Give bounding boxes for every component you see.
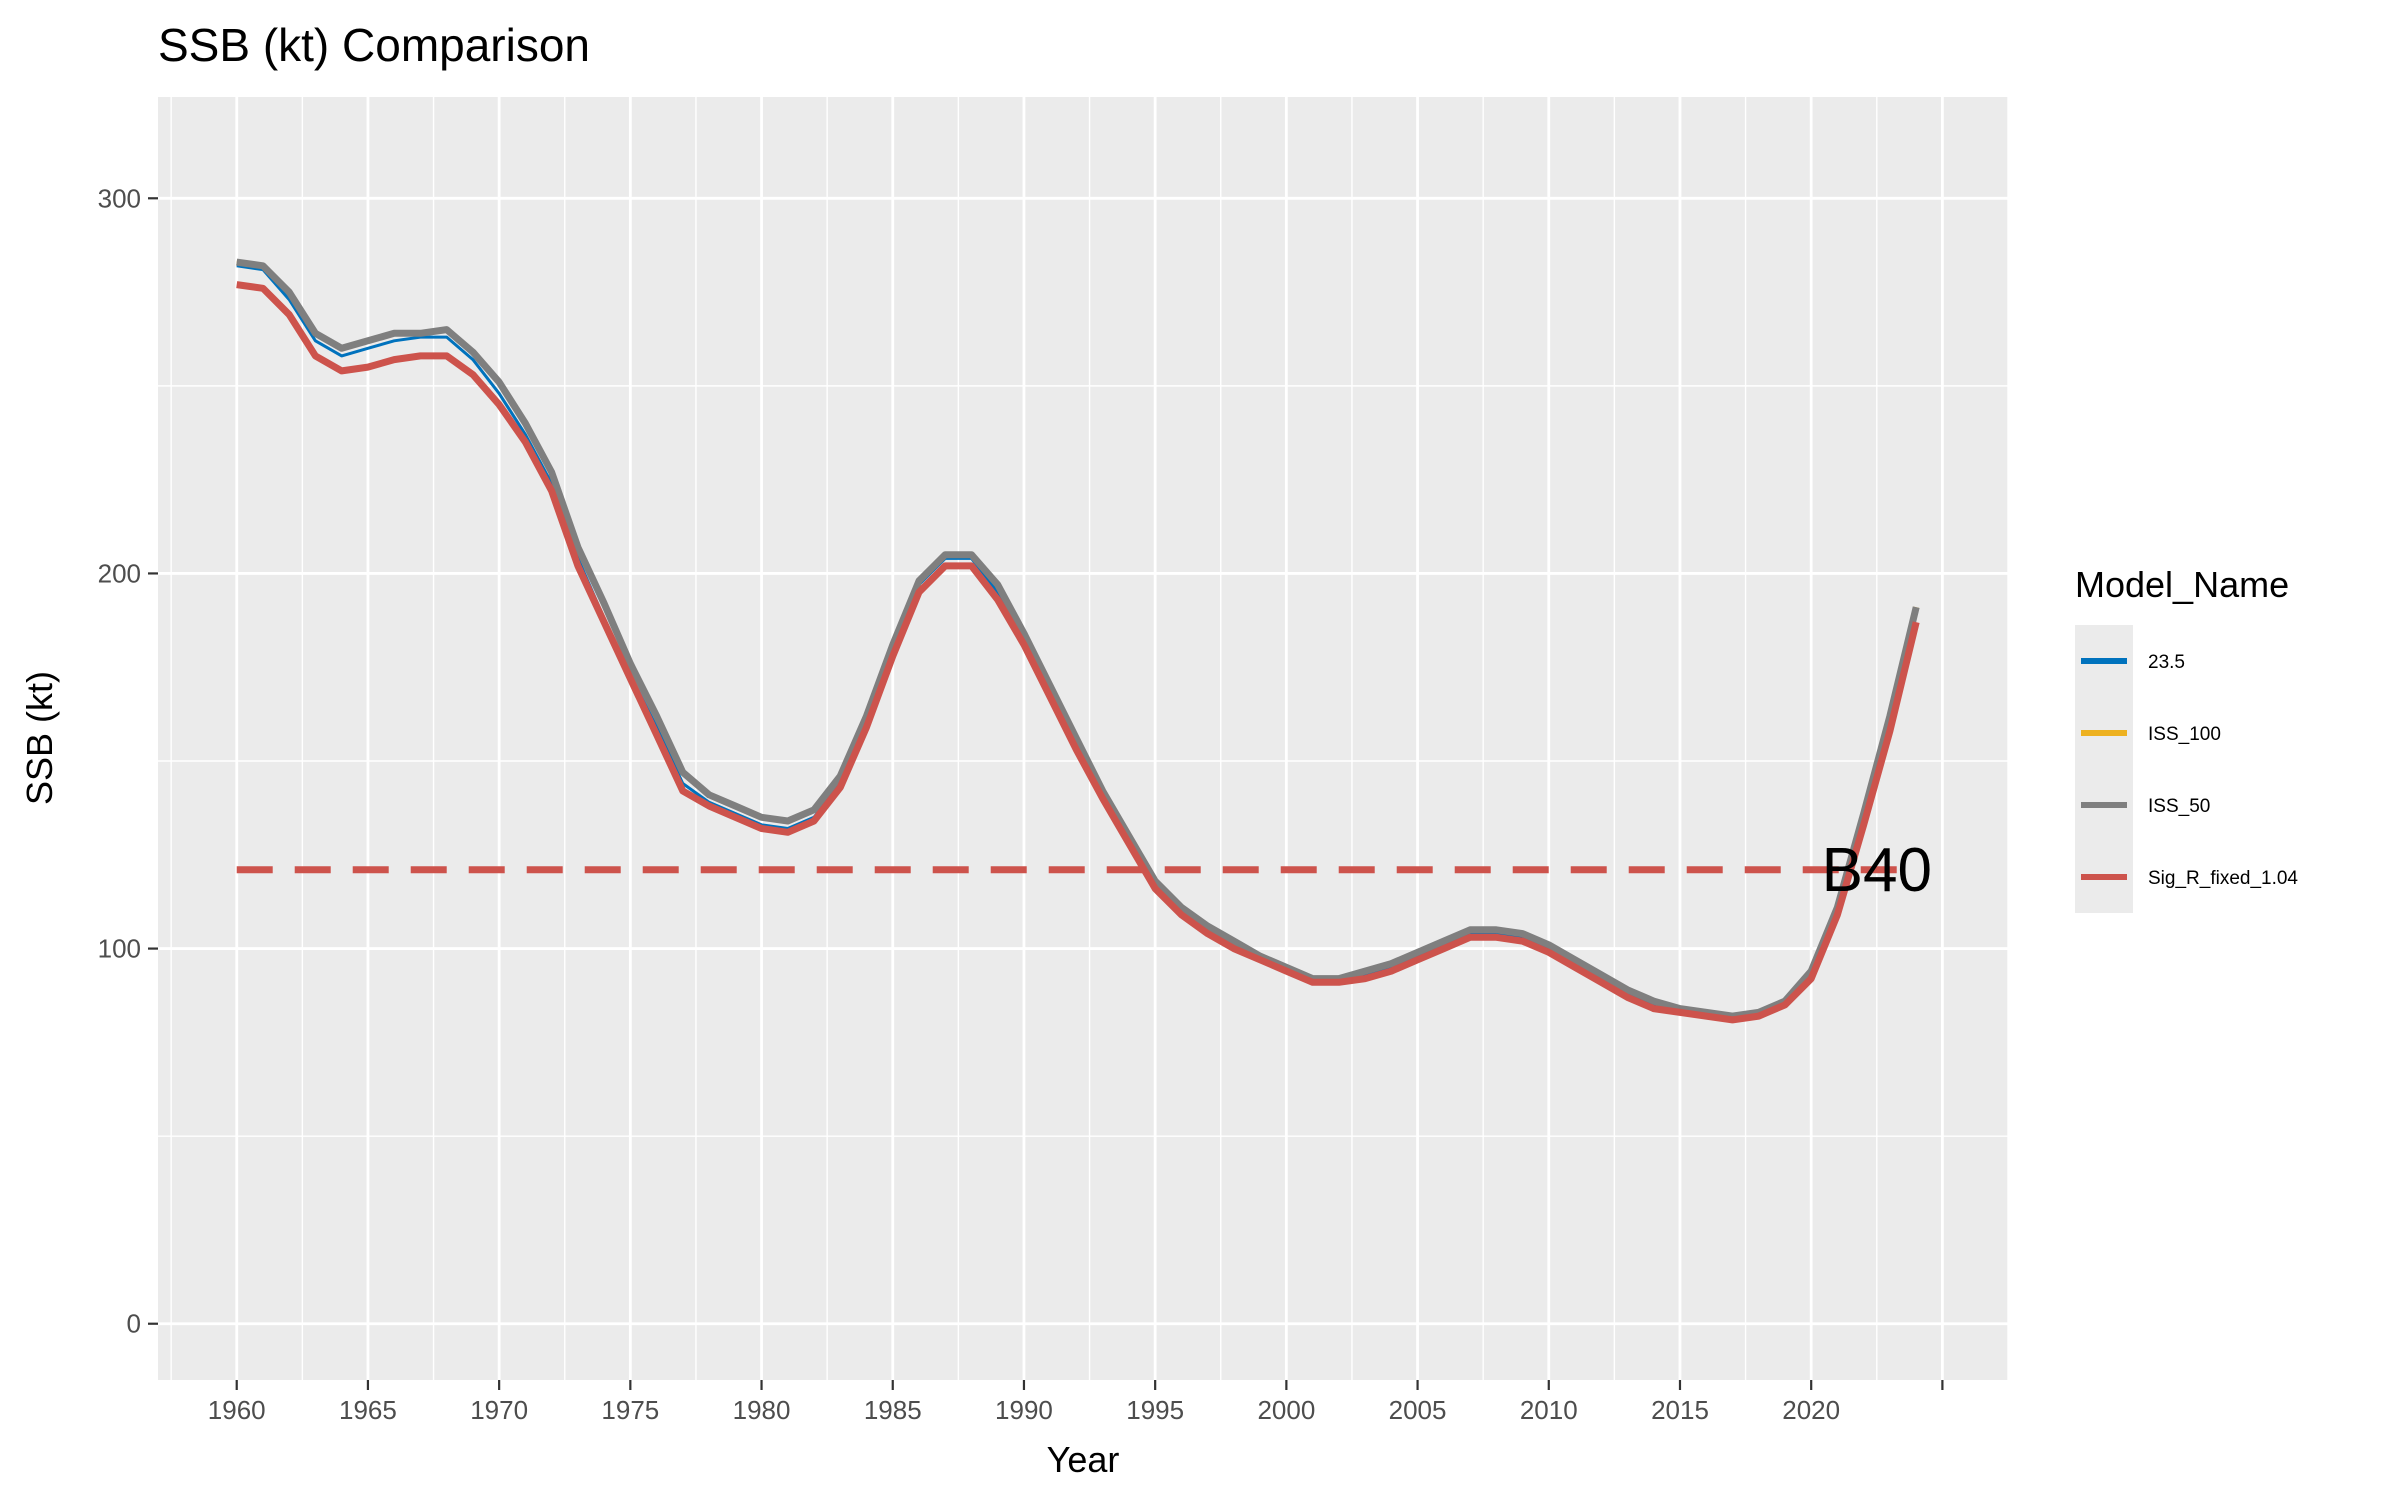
y-tick-label: 300 bbox=[98, 183, 141, 213]
x-tick-label: 2000 bbox=[1257, 1395, 1315, 1425]
y-axis-title: SSB (kt) bbox=[19, 671, 60, 805]
series-line-sig-r-fixed-1-04 bbox=[236, 281, 1920, 1024]
x-tick-label: 1975 bbox=[601, 1395, 659, 1425]
legend-title: Model_Name bbox=[2075, 564, 2289, 605]
legend: Model_Name 23.5 ISS_100 ISS_50 Sig_R_fixed_… bbox=[2075, 564, 2298, 913]
x-tick-label: 2005 bbox=[1389, 1395, 1447, 1425]
annotation-layer: B40 bbox=[1822, 836, 1932, 905]
x-tick-label: 1965 bbox=[339, 1395, 397, 1425]
chart-title: SSB (kt) Comparison bbox=[158, 19, 590, 71]
x-tick-label: 2020 bbox=[1782, 1395, 1840, 1425]
x-tick-label: 1970 bbox=[470, 1395, 528, 1425]
y-tick-label: 200 bbox=[98, 558, 141, 588]
x-tick-label: 1960 bbox=[208, 1395, 266, 1425]
y-tick-label: 0 bbox=[127, 1309, 141, 1339]
major-gridlines bbox=[158, 97, 2008, 1380]
legend-label: Sig_R_fixed_1.04 bbox=[2148, 868, 2298, 889]
b40-label: B40 bbox=[1822, 836, 1932, 905]
legend-label: 23.5 bbox=[2148, 652, 2185, 673]
x-axis: 1960 1965 1970 1975 1980 1985 1990 1995 2000 2005… bbox=[208, 1380, 1944, 1425]
legend-key-background bbox=[2075, 625, 2133, 913]
legend-label: ISS_100 bbox=[2148, 724, 2221, 745]
y-tick-label: 100 bbox=[98, 934, 141, 964]
x-tick-label: 1995 bbox=[1126, 1395, 1184, 1425]
x-tick-label: 1990 bbox=[995, 1395, 1053, 1425]
y-axis: 0 100 200 300 bbox=[98, 183, 158, 1339]
legend-label: ISS_50 bbox=[2148, 796, 2210, 817]
x-tick-label: 1980 bbox=[733, 1395, 791, 1425]
x-tick-label: 1985 bbox=[864, 1395, 922, 1425]
x-axis-title: Year bbox=[1047, 1439, 1120, 1480]
x-tick-label: 2015 bbox=[1651, 1395, 1709, 1425]
x-tick-label: 2010 bbox=[1520, 1395, 1578, 1425]
series-lines bbox=[236, 258, 1920, 1024]
plot-panel bbox=[158, 97, 2008, 1380]
series-line-iss-50 bbox=[236, 258, 1920, 1020]
